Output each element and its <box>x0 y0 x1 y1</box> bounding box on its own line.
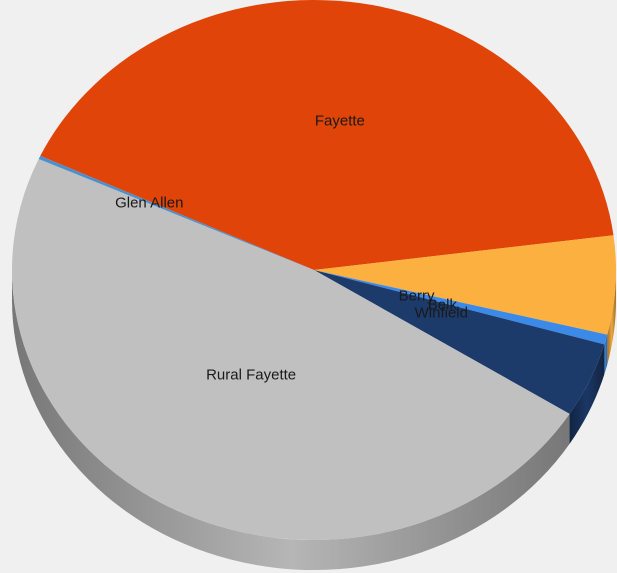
pie-slice-fayette[interactable] <box>40 0 614 270</box>
slice-label-belk: Belk <box>428 297 458 314</box>
pie-side-winfield <box>569 344 605 444</box>
slice-label-rural-fayette: Rural Fayette <box>206 367 296 384</box>
pie-slice-winfield[interactable] <box>314 270 605 414</box>
pie-sides <box>12 270 616 570</box>
pie-slice-glen-allen[interactable] <box>38 155 315 270</box>
pie-slice-berry[interactable] <box>314 235 616 335</box>
pie-slice-rural-fayette[interactable] <box>12 158 570 540</box>
slice-label-berry: Berry <box>399 287 435 304</box>
slice-label-glen-allen: Glen Allen <box>115 194 183 211</box>
pie-side-belk <box>604 334 608 375</box>
pie-tops <box>12 0 616 540</box>
slice-label-fayette: Fayette <box>315 113 365 130</box>
pie-slice-belk[interactable] <box>314 270 608 345</box>
pie-side-berry <box>607 270 616 365</box>
slice-label-winfield: Winfield <box>415 305 468 322</box>
